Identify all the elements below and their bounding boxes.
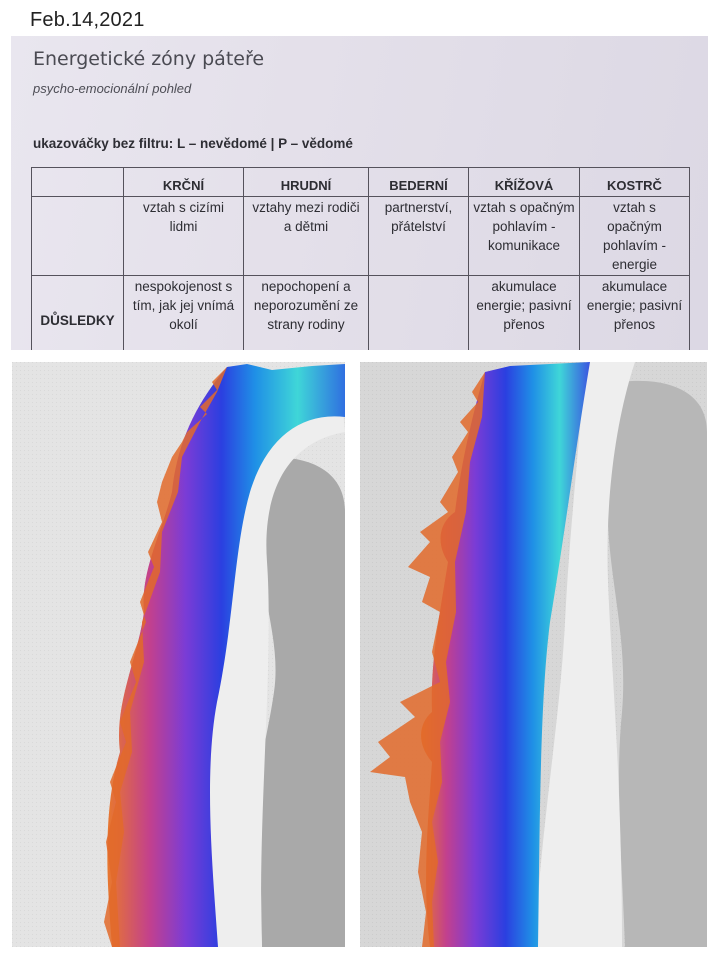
right-scan-image <box>360 362 707 947</box>
document-subtitle: psycho-emocionální pohled <box>33 81 192 96</box>
right-finger-scan <box>360 362 707 947</box>
left-scan-image <box>12 362 345 947</box>
table-cell: vztah s cizími lidmi <box>123 196 244 276</box>
table-cell: vztahy mezi rodiči a dětmi <box>243 196 369 276</box>
table-cell: nespokojenost s tím, jak jej vnímá okolí <box>123 275 244 350</box>
row-label <box>31 196 124 276</box>
left-finger-scan <box>12 362 345 947</box>
table-header-row: KRČNÍ HRUDNÍ BEDERNÍ KŘÍŽOVÁ KOSTRČ <box>31 167 690 197</box>
table-cell: akumulace energie; pasivní přenos <box>468 275 580 350</box>
header-empty <box>31 167 124 197</box>
table-cell: akumulace energie; pasivní přenos <box>579 275 690 350</box>
table-cell: vztah s opačným pohlavím - energie <box>579 196 690 276</box>
row-label-dusledky: DŮSLEDKY <box>31 275 124 350</box>
header-hrudni: HRUDNÍ <box>243 167 369 197</box>
table-row: DŮSLEDKY nespokojenost s tím, jak jej vn… <box>31 275 690 350</box>
document-title: Energetické zóny páteře <box>33 48 265 70</box>
zones-table: KRČNÍ HRUDNÍ BEDERNÍ KŘÍŽOVÁ KOSTRČ vzta… <box>31 167 690 350</box>
table-cell: partnerství, přátelství <box>368 196 469 276</box>
header-bederni: BEDERNÍ <box>368 167 469 197</box>
header-krcni: KRČNÍ <box>123 167 244 197</box>
table-row: vztah s cizími lidmi vztahy mezi rodiči … <box>31 196 690 276</box>
document-note: ukazováčky bez filtru: L – nevědomé | P … <box>33 136 353 151</box>
header-krizova: KŘÍŽOVÁ <box>468 167 580 197</box>
document-sheet: Energetické zóny páteře psycho-emocionál… <box>11 36 708 350</box>
header-kostrc: KOSTRČ <box>579 167 690 197</box>
table-cell: vztah s opačným pohlavím - komunikace <box>468 196 580 276</box>
table-cell <box>368 275 469 350</box>
photo-date: Feb.14,2021 <box>30 9 145 31</box>
table-cell: nepochopení a neporozumění ze strany rod… <box>243 275 369 350</box>
